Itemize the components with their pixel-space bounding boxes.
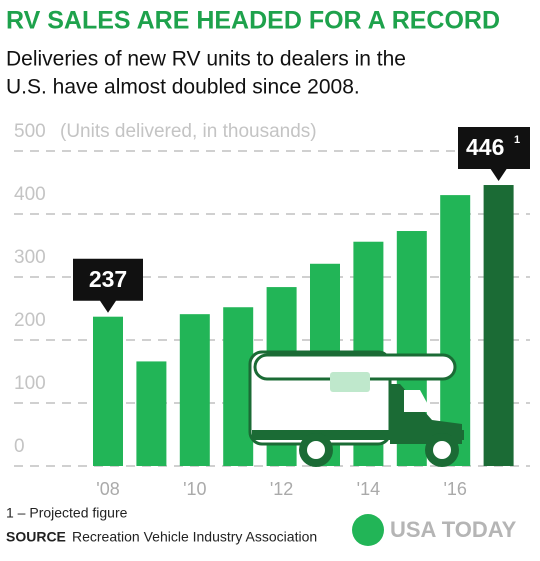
x-tick-label: '16 [443,479,466,499]
x-tick-label: '14 [357,479,380,499]
brand-dot [352,514,384,546]
bar [483,185,514,466]
y-axis-label: (Units delivered, in thousands) [60,121,317,142]
bar [179,314,210,466]
x-tick-label: '12 [270,479,293,499]
bar [136,361,167,466]
value-label: 237 [89,266,127,292]
source: Recreation Vehicle Industry Association [72,529,317,545]
y-tick-label: 400 [14,184,46,205]
x-tick-label: '10 [183,479,206,499]
y-tick-label: 500 [14,121,46,142]
y-tick-label: 100 [14,373,46,394]
y-tick-label: 0 [14,436,25,457]
callout [458,127,530,182]
source-label: SOURCE [6,529,66,545]
value-label: 446 [466,134,504,160]
subtitle: U.S. have almost doubled since 2008. [6,76,360,99]
rv-illustration [248,350,464,467]
bar [223,307,254,466]
y-tick-label: 300 [14,247,46,268]
bar [93,316,123,466]
subtitle: Deliveries of new RV units to dealers in… [6,48,406,71]
chart-title: RV SALES ARE HEADED FOR A RECORD [6,7,500,35]
x-tick-label: '08 [96,479,119,499]
bar [440,195,471,466]
brand: USA TODAY [390,517,517,542]
callout [73,258,143,313]
y-tick-label: 200 [14,310,46,331]
footnote-mark: 1 [514,134,520,146]
plot: 0 100 200 300 400 500 (Units delivered, in tho… [14,121,530,499]
footnote: 1 – Projected figure [6,505,128,521]
